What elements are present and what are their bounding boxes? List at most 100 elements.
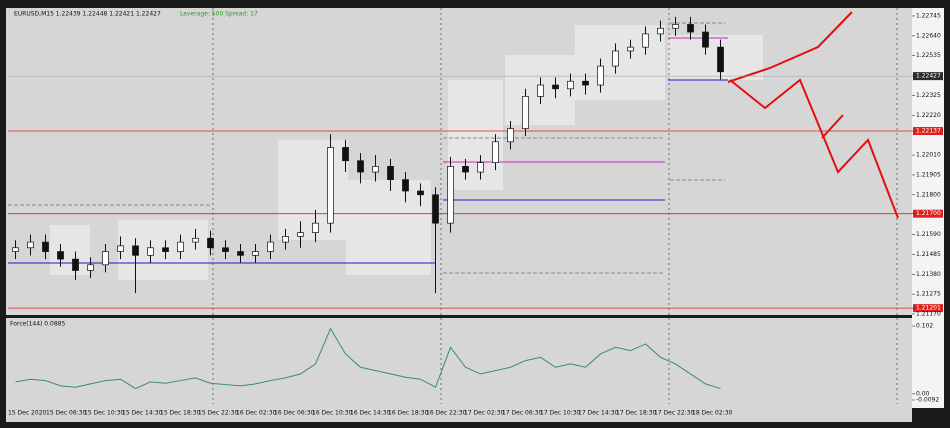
x-tick-label: 18 Dec 02:30 [692, 410, 733, 417]
symbol-header: EURUSD,M15 1.22439 1.22448 1.22421 1.224… [14, 11, 161, 18]
candle-body [222, 247, 229, 252]
x-tick-label: 15 Dec 18:30 [160, 410, 201, 417]
candle-body [462, 166, 469, 173]
candle-body [492, 141, 499, 163]
y-tick-label: 1.22427 [916, 73, 941, 80]
candle-body [132, 245, 139, 256]
candle-body [672, 24, 679, 29]
candle-body [567, 80, 574, 90]
candle-body [357, 160, 364, 173]
candle-body [27, 241, 34, 249]
time-axis [6, 404, 912, 422]
y-tick-label: 1.22010 [916, 152, 941, 159]
candle-body [687, 24, 694, 33]
y-tick-label: 1.21170 [916, 311, 941, 318]
y-tick-label: 1.21700 [916, 210, 941, 217]
candle-body [282, 236, 289, 243]
candle-body [162, 247, 169, 252]
indicator-pane [6, 318, 912, 404]
y-tick-label: 1.22745 [916, 12, 941, 19]
x-tick-label: 16 Dec 14:30 [350, 410, 391, 417]
y-tick-label: 1.22640 [916, 32, 941, 39]
y-tick-label: 1.21275 [916, 291, 941, 298]
x-tick-label: 15 Dec 22:30 [198, 410, 239, 417]
candle-body [582, 80, 589, 86]
x-tick-label: 16 Dec 22:30 [426, 410, 467, 417]
candle-body [207, 237, 214, 249]
candle-body [417, 190, 424, 196]
candle-body [522, 96, 529, 129]
candle-body [117, 245, 124, 252]
x-tick-label: 15 Dec 10:30 [84, 410, 125, 417]
x-tick-label: 16 Dec 06:30 [274, 410, 315, 417]
candle-body [372, 166, 379, 173]
candle-body [57, 251, 64, 260]
x-tick-label: 17 Dec 10:30 [540, 410, 581, 417]
y-tick-label: 1.21905 [916, 171, 941, 178]
price-axis [912, 8, 944, 408]
drawn-lines [8, 22, 728, 274]
candle-body [642, 33, 649, 48]
x-tick-label: 17 Dec 22:30 [654, 410, 695, 417]
force-line [15, 327, 721, 390]
y-tick-label: 1.22220 [916, 112, 941, 119]
y-tick-label: 1.22535 [916, 52, 941, 59]
indicator-tick-label: 0.00 [916, 390, 930, 397]
session-lines [212, 8, 898, 404]
price-tag [913, 72, 943, 81]
x-tick-label: 17 Dec 14:30 [578, 410, 619, 417]
y-tick-label: 1.21800 [916, 191, 941, 198]
price-tag [913, 304, 943, 313]
candle-body [342, 147, 349, 162]
candle-body [702, 31, 709, 48]
price-tag [913, 209, 943, 218]
y-tick-label: 1.21590 [916, 231, 941, 238]
indicator-tick-label: 0.102 [916, 323, 933, 330]
candle-body [297, 232, 304, 237]
candle-body [12, 247, 19, 252]
candle-body [657, 27, 664, 35]
candle-body [177, 241, 184, 252]
candle-body [447, 166, 454, 224]
candle-body [327, 147, 334, 224]
x-tick-label: 16 Dec 18:30 [388, 410, 429, 417]
candle-body [102, 251, 109, 266]
candle-body [72, 258, 79, 271]
x-tick-label: 16 Dec 02:30 [236, 410, 277, 417]
y-tick-label: 1.21485 [916, 251, 941, 258]
indicator-title: Force(144) 0.0885 [10, 321, 65, 328]
candle-body [312, 222, 319, 233]
y-tick-label: 1.22137 [916, 128, 941, 135]
x-tick-label: 17 Dec 02:30 [464, 410, 505, 417]
candle-body [597, 65, 604, 86]
candle-body [387, 166, 394, 180]
candle-body [507, 128, 514, 143]
candle-body [267, 241, 274, 252]
x-tick-label: 15 Dec 06:30 [46, 410, 87, 417]
y-tick-label: 1.22325 [916, 92, 941, 99]
candle-body [252, 251, 259, 256]
candle-body [237, 251, 244, 256]
x-tick-label: 17 Dec 06:30 [502, 410, 543, 417]
account-info: Leverage: 500 Spread: 17 [180, 11, 258, 18]
indicator-tick-label: -0.0092 [916, 397, 939, 404]
candle-body [552, 84, 559, 90]
x-tick-label: 16 Dec 10:30 [312, 410, 353, 417]
candle-body [477, 162, 484, 173]
candle-body [717, 46, 724, 73]
candle-body [147, 247, 154, 256]
candle-body [537, 84, 544, 97]
candle-body [627, 46, 634, 52]
candle-body [432, 194, 439, 224]
x-tick-label: 17 Dec 18:30 [616, 410, 657, 417]
y-tick-label: 1.21201 [916, 305, 941, 312]
candle-body [402, 179, 409, 192]
y-tick-label: 1.21380 [916, 271, 941, 278]
candle-body [87, 264, 94, 271]
candle-body [192, 237, 199, 243]
price-tag [913, 127, 943, 136]
x-tick-label: 15 Dec 2020 [8, 410, 47, 417]
forecast-lines [727, 11, 899, 219]
candle-body [612, 50, 619, 67]
